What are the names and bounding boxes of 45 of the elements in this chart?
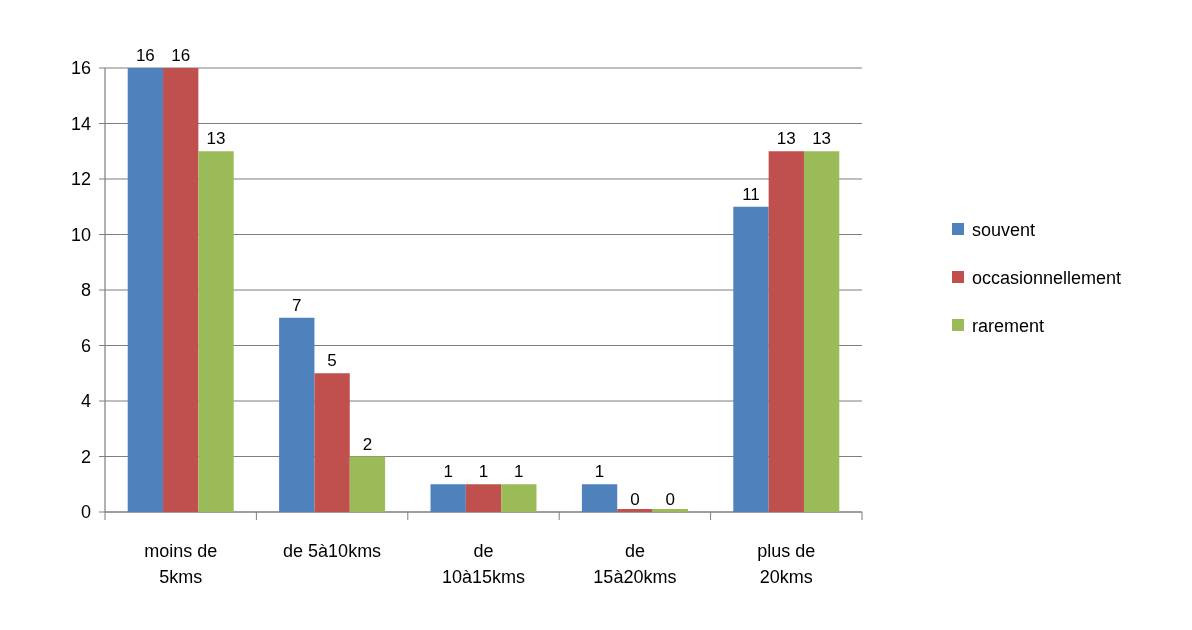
data-label: 13 bbox=[776, 129, 796, 149]
y-tick-label: 10 bbox=[70, 224, 91, 245]
bar bbox=[733, 206, 769, 512]
bar bbox=[803, 151, 840, 512]
x-tick-label: de 15à20kms bbox=[593, 541, 677, 587]
x-tick-label: moins de 5kms bbox=[144, 541, 218, 587]
bar bbox=[501, 484, 537, 512]
x-tick-label: plus de 20kms bbox=[757, 541, 816, 587]
data-label: 16 bbox=[135, 46, 155, 65]
data-label: 1 bbox=[594, 462, 605, 482]
bar bbox=[349, 456, 386, 512]
bar bbox=[163, 68, 199, 512]
data-label: 7 bbox=[292, 295, 302, 315]
data-label: 5 bbox=[327, 351, 337, 371]
x-tick-label: de 5à10kms bbox=[283, 541, 382, 561]
bar bbox=[430, 484, 466, 512]
bar bbox=[198, 151, 234, 512]
data-label: 1 bbox=[514, 462, 524, 482]
data-label: 1 bbox=[478, 462, 489, 482]
y-tick-label: 12 bbox=[70, 169, 91, 190]
y-tick-label: 2 bbox=[80, 446, 91, 467]
data-label: 0 bbox=[630, 490, 640, 509]
data-label: 1 bbox=[443, 462, 453, 482]
y-tick-label: 6 bbox=[80, 335, 91, 356]
bar bbox=[768, 151, 804, 512]
x-tick-label: de 10à15kms bbox=[441, 541, 526, 587]
bar bbox=[314, 373, 350, 512]
data-label: 16 bbox=[171, 46, 191, 65]
y-tick-label: 0 bbox=[80, 502, 91, 523]
y-tick-label: 4 bbox=[80, 391, 91, 412]
data-label: 0 bbox=[665, 490, 675, 509]
data-label: 13 bbox=[812, 129, 832, 149]
legend-label: souvent bbox=[972, 220, 1036, 241]
data-label: 2 bbox=[362, 434, 373, 454]
bar bbox=[465, 484, 502, 512]
data-label: 11 bbox=[742, 184, 760, 204]
bar bbox=[279, 317, 315, 512]
y-tick-label: 14 bbox=[70, 113, 91, 134]
legend-label: occasionnellement bbox=[972, 268, 1122, 289]
legend-label: rarement bbox=[972, 316, 1045, 337]
y-tick-label: 8 bbox=[80, 280, 91, 301]
bar bbox=[127, 68, 164, 512]
data-label: 13 bbox=[206, 129, 226, 149]
bar bbox=[581, 484, 618, 512]
y-tick-label: 16 bbox=[70, 58, 91, 79]
